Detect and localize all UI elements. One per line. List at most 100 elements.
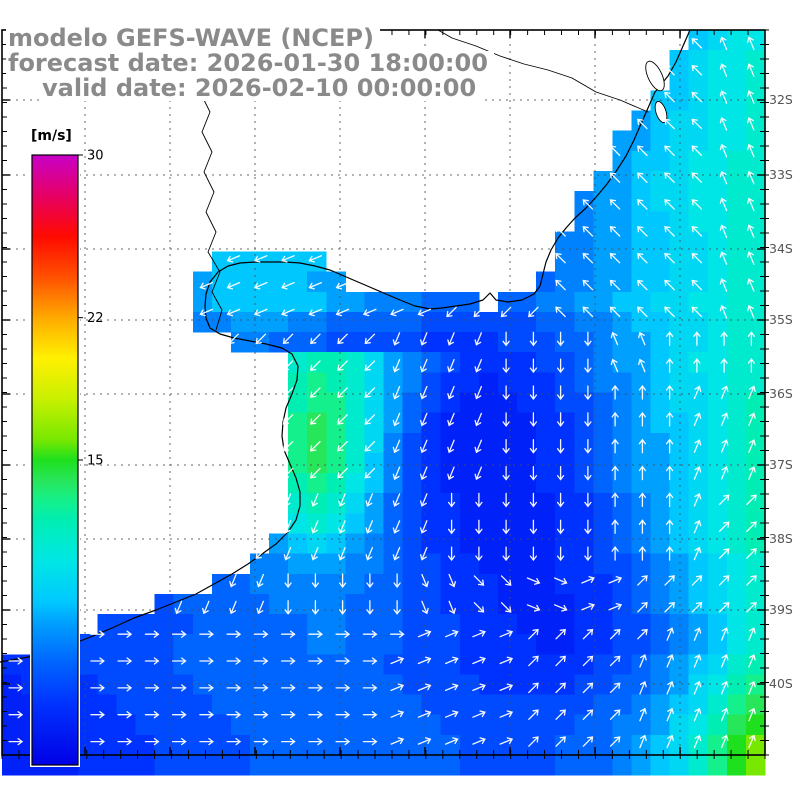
wind-arrow-icon — [664, 279, 675, 291]
wind-arrow-icon — [611, 411, 619, 427]
wind-arrow-icon — [144, 711, 160, 719]
wind-arrow-icon — [638, 358, 646, 373]
wind-arrow-icon — [582, 199, 594, 210]
wind-arrow-icon — [747, 358, 756, 373]
wind-arrow-icon — [500, 306, 512, 318]
lat-label: 37S — [769, 457, 793, 472]
wind-arrow-icon — [8, 737, 24, 746]
wind-arrow-icon — [393, 600, 401, 615]
wind-arrow-icon — [338, 493, 346, 507]
wind-arrow-icon — [311, 546, 319, 561]
wind-arrow-icon — [475, 546, 483, 562]
wind-arrow-icon — [637, 199, 648, 210]
wind-arrow-icon — [362, 737, 378, 746]
colorbar-gradient — [31, 154, 79, 766]
wind-arrow-icon — [256, 600, 265, 615]
wind-arrow-icon — [392, 332, 401, 346]
wind-arrow-icon — [748, 653, 756, 668]
wind-arrow-icon — [500, 575, 512, 586]
wind-arrow-icon — [720, 331, 728, 346]
wind-arrow-icon — [499, 656, 514, 665]
wind-arrow-icon — [719, 143, 728, 158]
wind-arrow-icon — [338, 520, 346, 534]
wind-arrow-icon — [609, 682, 621, 694]
colorbar-unit-label: [m/s] — [27, 127, 76, 145]
wind-arrow-icon — [310, 467, 321, 479]
wind-arrow-icon — [529, 546, 538, 562]
colorbar-tick-label: 22 — [87, 311, 104, 326]
wind-arrow-icon — [555, 226, 566, 237]
wind-arrow-icon — [337, 467, 348, 479]
wind-arrow-icon — [417, 683, 432, 692]
wind-arrow-icon — [364, 440, 376, 452]
wind-arrow-icon — [393, 573, 401, 589]
wind-arrow-icon — [693, 492, 702, 507]
wind-arrow-icon — [338, 546, 346, 561]
wind-arrow-icon — [638, 331, 646, 346]
wind-arrow-icon — [417, 629, 432, 638]
wind-arrow-icon — [719, 304, 728, 319]
wind-arrow-icon — [199, 684, 214, 692]
wind-arrow-icon — [637, 601, 648, 613]
lat-label: 36S — [769, 386, 793, 401]
wind-arrow-icon — [502, 492, 510, 508]
wind-arrow-icon — [747, 170, 755, 185]
wind-arrow-icon — [639, 734, 647, 749]
wind-arrow-icon — [310, 333, 321, 345]
wind-arrow-icon — [747, 63, 755, 77]
wind-arrow-icon — [253, 684, 269, 692]
wind-arrow-icon — [609, 199, 621, 210]
wind-arrow-icon — [446, 306, 457, 318]
wind-arrow-icon — [199, 657, 214, 665]
wind-arrow-icon — [609, 145, 621, 157]
lat-label: 40S — [769, 676, 793, 691]
wind-arrow-icon — [420, 332, 428, 346]
wind-arrow-icon — [308, 630, 323, 638]
wind-arrow-icon — [611, 492, 619, 508]
wind-arrow-icon — [472, 683, 486, 692]
wind-arrow-icon — [691, 601, 703, 613]
wind-arrow-icon — [665, 331, 674, 346]
wind-arrow-icon — [528, 306, 539, 318]
wind-arrow-icon — [611, 519, 619, 534]
wind-arrow-icon — [691, 64, 703, 76]
wave-field-cells — [2, 30, 766, 776]
wind-arrow-icon — [556, 358, 565, 374]
wind-arrow-icon — [693, 680, 702, 695]
wind-arrow-icon — [638, 465, 647, 481]
wind-arrow-icon — [666, 627, 674, 641]
wind-arrow-icon — [556, 331, 565, 347]
wind-arrow-icon — [584, 385, 592, 401]
wind-arrow-icon — [171, 684, 187, 692]
wind-arrow-icon — [420, 439, 428, 454]
wind-arrow-icon — [310, 360, 321, 371]
colorbar-tick-label: 15 — [87, 454, 104, 469]
wind-arrow-icon — [308, 684, 323, 692]
wind-arrow-icon — [417, 656, 432, 665]
wind-arrow-icon — [747, 224, 755, 239]
wind-arrow-icon — [746, 575, 757, 586]
wind-arrow-icon — [526, 577, 541, 585]
wind-arrow-icon — [746, 548, 757, 559]
wind-arrow-icon — [556, 412, 565, 427]
wind-arrow-icon — [366, 600, 374, 615]
wind-arrow-icon — [529, 331, 538, 347]
wind-arrow-icon — [529, 492, 538, 508]
wind-arrow-icon — [337, 440, 348, 452]
wind-arrow-icon — [392, 546, 401, 561]
wind-arrow-icon — [637, 145, 648, 157]
wind-arrow-icon — [472, 656, 486, 665]
wind-arrow-icon — [308, 281, 323, 290]
wind-arrow-icon — [582, 709, 594, 720]
wind-arrow-icon — [528, 628, 539, 640]
wind-arrow-icon — [693, 734, 702, 749]
wind-arrow-icon — [366, 573, 374, 589]
wind-arrow-icon — [364, 467, 376, 479]
forecast-date: forecast date: 2026-01-30 18:00:00 — [6, 51, 494, 76]
wind-arrow-icon — [474, 385, 483, 400]
wind-arrow-icon — [417, 737, 432, 745]
wind-arrow-icon — [421, 600, 429, 615]
lat-label: 39S — [769, 602, 793, 617]
wind-arrow-icon — [281, 281, 295, 290]
wind-arrow-icon — [281, 255, 295, 263]
